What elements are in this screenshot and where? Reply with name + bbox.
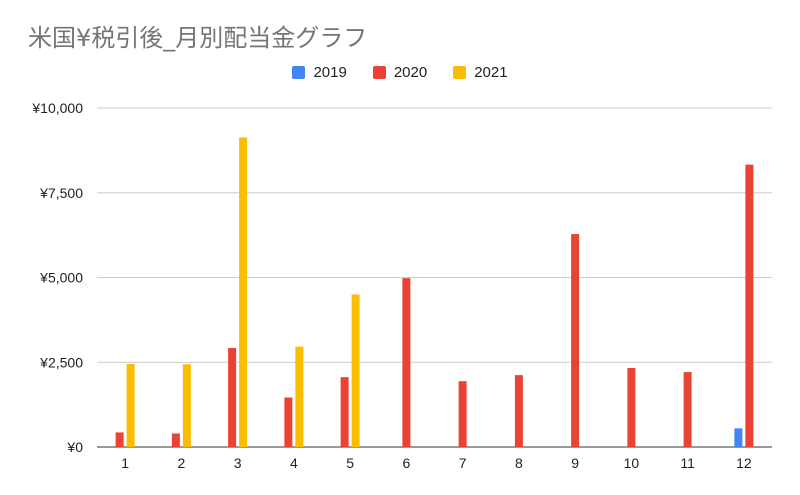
bar-2019-12	[734, 428, 743, 447]
x-tick-label: 8	[515, 455, 523, 471]
legend-swatch-2019	[292, 66, 306, 79]
x-tick-label: 9	[571, 455, 579, 471]
bar-2020-11	[683, 372, 692, 447]
x-tick-label: 10	[624, 455, 640, 471]
bar-2021-3	[239, 137, 248, 448]
x-tick-label: 6	[402, 455, 410, 471]
y-tick-label: ¥10,000	[31, 100, 83, 116]
x-tick-label: 2	[177, 455, 185, 471]
bar-2020-12	[745, 164, 754, 447]
legend-label-2021: 2021	[474, 64, 508, 81]
legend-item-2019[interactable]: 2019	[292, 64, 347, 81]
bar-2020-3	[228, 348, 237, 447]
x-tick-label: 12	[736, 455, 752, 471]
bar-2020-5	[340, 377, 349, 447]
bar-2021-5	[351, 294, 360, 447]
bar-2020-4	[284, 397, 293, 447]
bar-2020-9	[571, 234, 580, 447]
chart-title: 米国¥税引後_月別配当金グラフ	[28, 24, 368, 52]
bar-2020-7	[458, 381, 467, 447]
legend: 2019 2020 2021	[0, 64, 800, 81]
bar-2021-4	[295, 346, 304, 447]
legend-swatch-2020	[372, 66, 386, 79]
y-tick-label: ¥5,000	[39, 270, 83, 286]
bar-2020-1	[115, 432, 124, 447]
bar-2021-1	[126, 363, 135, 447]
x-tick-label: 4	[290, 455, 298, 471]
x-tick-label: 3	[234, 455, 242, 471]
x-tick-label: 5	[346, 455, 354, 471]
legend-item-2021[interactable]: 2021	[453, 64, 508, 81]
bar-2020-2	[171, 433, 180, 447]
legend-label-2019: 2019	[313, 64, 347, 81]
bar-2020-6	[402, 278, 411, 447]
legend-item-2020[interactable]: 2020	[372, 64, 428, 81]
bar-2021-2	[182, 364, 191, 447]
legend-label-2020: 2020	[393, 64, 428, 81]
y-tick-label: ¥2,500	[39, 354, 83, 370]
x-tick-label: 11	[680, 455, 695, 471]
y-tick-label: ¥7,500	[39, 185, 83, 201]
bar-2020-8	[514, 375, 523, 447]
x-tick-label: 7	[459, 455, 467, 471]
bar-2020-10	[627, 368, 636, 447]
x-tick-label: 1	[121, 455, 129, 471]
y-tick-label: ¥0	[66, 439, 83, 455]
legend-swatch-2021	[453, 66, 467, 79]
